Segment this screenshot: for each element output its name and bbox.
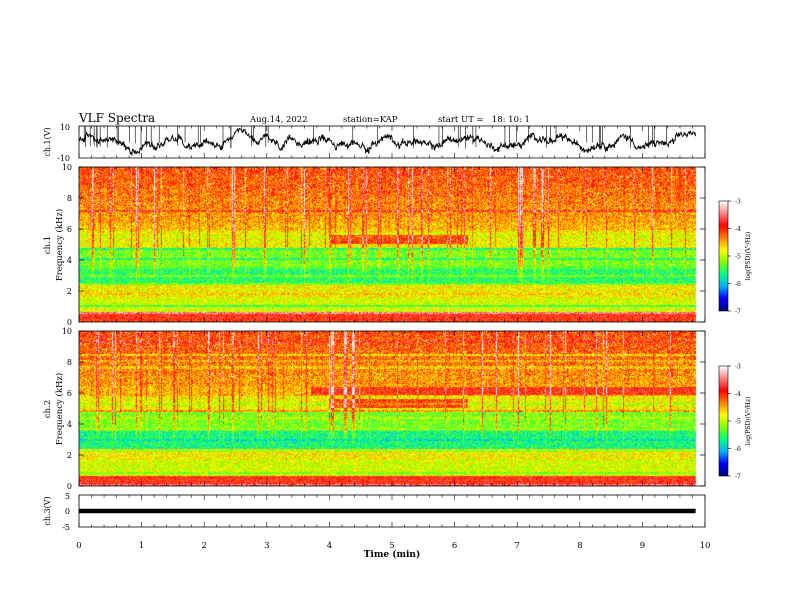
ch3-waveform-ylabel: ch.3(V) xyxy=(43,496,52,525)
time-tick-label: 7 xyxy=(514,541,519,551)
colorbar-tick-label: -3 xyxy=(735,364,741,371)
ch1-spectrogram-ylabel-freq: Frequency (kHz) xyxy=(54,209,65,281)
ch2-spectrogram-image xyxy=(79,331,705,486)
frequency-tick-label: 0 xyxy=(67,482,72,491)
time-tick-label: 2 xyxy=(201,541,206,551)
colorbar-tick-label: -6 xyxy=(735,281,741,288)
ch1-spectrogram-ylabel-channel: ch.1 xyxy=(43,236,53,254)
ch2-spectrogram-ylabel-freq: Frequency (kHz) xyxy=(54,373,65,445)
colorbar-tick-label: -7 xyxy=(735,309,741,316)
frequency-tick-label: 0 xyxy=(67,318,72,327)
time-tick-label: 5 xyxy=(389,541,394,551)
ch2-colorbar-label: log(PSD)(V²/Hz) xyxy=(745,397,752,446)
ch1-waveform-line xyxy=(78,127,697,157)
colorbar-tick-label: -7 xyxy=(735,474,741,481)
frequency-tick-label: 8 xyxy=(67,358,72,367)
colorbar-tick-label: -3 xyxy=(735,199,741,206)
frequency-tick-label: 4 xyxy=(67,420,72,429)
time-tick-label: 10 xyxy=(700,541,711,551)
frequency-tick-label: 10 xyxy=(62,327,72,336)
ch2-spectrogram-yticks: 0 2 4 6 8 10 xyxy=(62,327,705,491)
ch2-spectrogram-ylabel-channel: ch.2 xyxy=(43,400,53,418)
colorbar-tick-label: -4 xyxy=(735,391,741,398)
ch1-colorbar xyxy=(719,201,728,311)
ch3-waveform-band xyxy=(79,508,696,514)
time-tick-label: 4 xyxy=(327,541,332,551)
frequency-tick-label: 2 xyxy=(67,287,72,296)
frequency-tick-label: 8 xyxy=(67,194,72,203)
frequency-tick-label: 2 xyxy=(67,451,72,460)
colorbar-tick-label: -5 xyxy=(735,419,741,426)
ch1-spectrogram-ylabel: ch.1 Frequency (kHz) xyxy=(43,209,65,281)
ch1-colorbar-ticks: -3 -4 -5 -6 -7 xyxy=(728,199,741,316)
frequency-tick-label: 4 xyxy=(67,256,72,265)
time-axis-title: Time (min) xyxy=(364,549,421,560)
ch1-ytick-top: 10 xyxy=(60,123,70,132)
frequency-tick-label: 10 xyxy=(62,163,72,172)
colorbar-tick-label: -6 xyxy=(735,446,741,453)
ch3-waveform-panel: 5 0 -5 ch.3(V) xyxy=(43,492,706,532)
date-label: Aug.14, 2022 xyxy=(249,115,308,125)
time-tick-label: 0 xyxy=(76,541,81,551)
time-tick-label: 8 xyxy=(577,541,582,551)
time-tick-label: 9 xyxy=(640,541,645,551)
colorbar-tick-label: -4 xyxy=(735,226,741,233)
ch1-spectrogram-yticks: 0 2 4 6 8 10 xyxy=(62,163,705,327)
ch3-ytick-bottom: -5 xyxy=(62,523,70,532)
figure-title: VLF Spectra xyxy=(78,111,155,125)
time-tick-label: 1 xyxy=(139,541,144,551)
frequency-tick-label: 6 xyxy=(67,225,72,234)
time-axis-labels: 0 1 2 3 4 5 6 7 8 9 10 xyxy=(76,541,710,551)
ch2-spectrogram-ylabel: ch.2 Frequency (kHz) xyxy=(43,373,65,445)
ch1-ytick-bottom: -10 xyxy=(57,154,70,163)
time-axis-ticks xyxy=(78,126,706,527)
ch3-ytick-mid: 0 xyxy=(65,507,70,516)
ch2-colorbar xyxy=(719,366,728,476)
ch1-colorbar-label: log(PSD)(V²/Hz) xyxy=(745,232,752,281)
ch1-waveform-spikes xyxy=(83,126,667,149)
station-label: station=KAP xyxy=(343,115,398,125)
ch2-colorbar-ticks: -3 -4 -5 -6 -7 xyxy=(728,364,741,481)
time-tick-label: 6 xyxy=(452,541,457,551)
ch3-ytick-top: 5 xyxy=(65,492,70,501)
start-time-label: start UT = 18: 10: 1 xyxy=(438,115,530,125)
colorbar-tick-label: -5 xyxy=(735,254,741,261)
ch1-spectrogram-image xyxy=(79,167,705,322)
ch1-waveform-panel: 10 -10 ch.1(V) xyxy=(43,123,706,163)
time-tick-label: 3 xyxy=(264,541,269,551)
ch1-waveform-ylabel: ch.1(V) xyxy=(43,127,52,156)
frequency-tick-label: 6 xyxy=(67,389,72,398)
